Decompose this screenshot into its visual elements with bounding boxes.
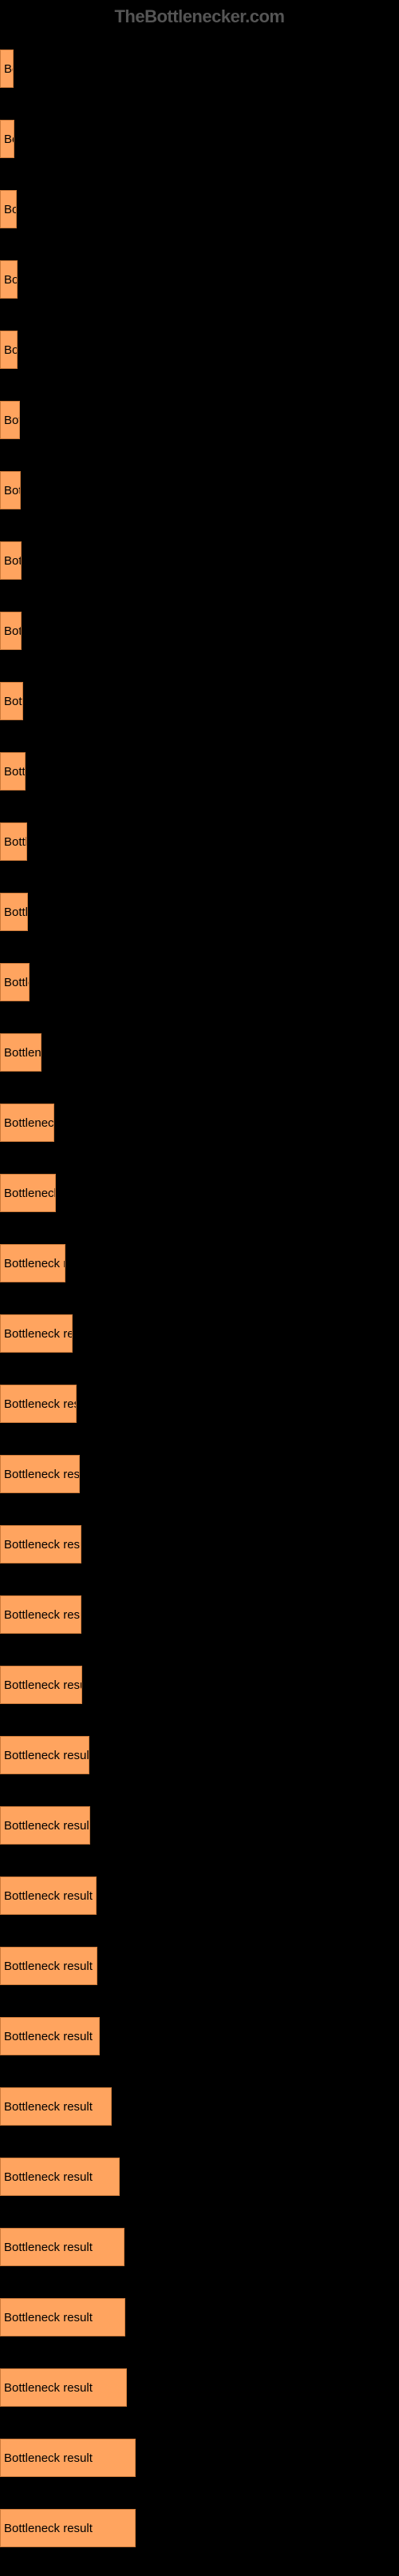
- bar: Bottleneck result: [0, 1736, 89, 1774]
- bar: Bottleneck result: [0, 471, 21, 509]
- bar-row: Bottleneck result: [0, 663, 399, 727]
- bar-row: Bottleneck result: [0, 452, 399, 516]
- bar-row: Bottleneck result: [0, 171, 399, 235]
- bar: Bottleneck result: [0, 2368, 127, 2407]
- bar: Bottleneck result: [0, 260, 18, 299]
- bar: Bottleneck result: [0, 1806, 90, 1845]
- bar-row: Bottleneck result: [0, 1155, 399, 1219]
- bar: Bottleneck result: [0, 401, 20, 439]
- bar-row: Bottleneck result: [0, 1717, 399, 1781]
- bar: Bottleneck result: [0, 331, 18, 369]
- bar-row: Bottleneck result: [0, 1506, 399, 1570]
- bar-row: Bottleneck result: [0, 1014, 399, 1078]
- bar: Bottleneck result: [0, 612, 22, 650]
- bar: Bottleneck result: [0, 1525, 81, 1563]
- bar: Bottleneck result: [0, 1104, 54, 1142]
- bar-row: Bottleneck result: [0, 101, 399, 164]
- bar-row: Bottleneck result: [0, 1365, 399, 1429]
- bar-row: Bottleneck result: [0, 311, 399, 375]
- bar-row: Bottleneck result: [0, 2279, 399, 2343]
- bar-row: Bottleneck result: [0, 1647, 399, 1710]
- bar: Bottleneck result: [0, 963, 30, 1001]
- bar-row: Bottleneck result: [0, 30, 399, 94]
- bar: Bottleneck result: [0, 1455, 80, 1493]
- bar-row: Bottleneck result: [0, 2349, 399, 2413]
- bar: Bottleneck result: [0, 1385, 77, 1423]
- bar: Bottleneck result: [0, 1595, 81, 1634]
- bar-row: Bottleneck result: [0, 1998, 399, 2062]
- bar-row: Bottleneck result: [0, 733, 399, 797]
- bar-row: Bottleneck result: [0, 1857, 399, 1921]
- bar: Bottleneck result: [0, 682, 23, 720]
- bar: Bottleneck result: [0, 1666, 82, 1704]
- bar-row: Bottleneck result: [0, 1928, 399, 1991]
- bar-row: Bottleneck result: [0, 1576, 399, 1640]
- bar-row: Bottleneck result: [0, 2138, 399, 2202]
- bar-row: Bottleneck result: [0, 1436, 399, 1500]
- bar-row: Bottleneck result: [0, 1787, 399, 1851]
- bar-row: Bottleneck result: [0, 1084, 399, 1148]
- bar: Bottleneck result: [0, 2087, 112, 2126]
- bar: Bottleneck result: [0, 120, 14, 158]
- bar: Bottleneck result: [0, 1174, 56, 1212]
- watermark-text: TheBottlenecker.com: [0, 0, 399, 30]
- bar-row: Bottleneck result: [0, 382, 399, 446]
- bar-row: Bottleneck result: [0, 874, 399, 937]
- bar-row: Bottleneck result: [0, 803, 399, 867]
- bar: Bottleneck result: [0, 2509, 136, 2547]
- bar: Bottleneck result: [0, 50, 14, 88]
- bar: Bottleneck result: [0, 752, 26, 791]
- bar: Bottleneck result: [0, 1033, 41, 1072]
- bar-row: Bottleneck result: [0, 592, 399, 656]
- bar: Bottleneck result: [0, 1314, 73, 1353]
- bar: Bottleneck result: [0, 1947, 97, 1985]
- bar-row: Bottleneck result: [0, 241, 399, 305]
- bar: Bottleneck result: [0, 2158, 120, 2196]
- bar-row: Bottleneck result: [0, 522, 399, 586]
- bar-chart: Bottleneck result Bottleneck result Bottle…: [0, 30, 399, 2576]
- bar-row: Bottleneck result: [0, 2490, 399, 2554]
- bar-row: Bottleneck result: [0, 1295, 399, 1359]
- bar: Bottleneck result: [0, 2439, 136, 2477]
- bar: Bottleneck result: [0, 893, 28, 931]
- bar: Bottleneck result: [0, 1877, 97, 1915]
- bar: Bottleneck result: [0, 822, 27, 861]
- bar: Bottleneck result: [0, 1244, 65, 1282]
- bar-row: Bottleneck result: [0, 2419, 399, 2483]
- bar-row: Bottleneck result: [0, 944, 399, 1008]
- bar-row: Bottleneck result: [0, 1225, 399, 1289]
- bar-row: Bottleneck result: [0, 2068, 399, 2132]
- bar: Bottleneck result: [0, 190, 17, 228]
- bar: Bottleneck result: [0, 541, 22, 580]
- bar: Bottleneck result: [0, 2298, 125, 2336]
- bar-row: Bottleneck result: [0, 2209, 399, 2273]
- bar: Bottleneck result: [0, 2017, 100, 2055]
- bar: Bottleneck result: [0, 2228, 124, 2266]
